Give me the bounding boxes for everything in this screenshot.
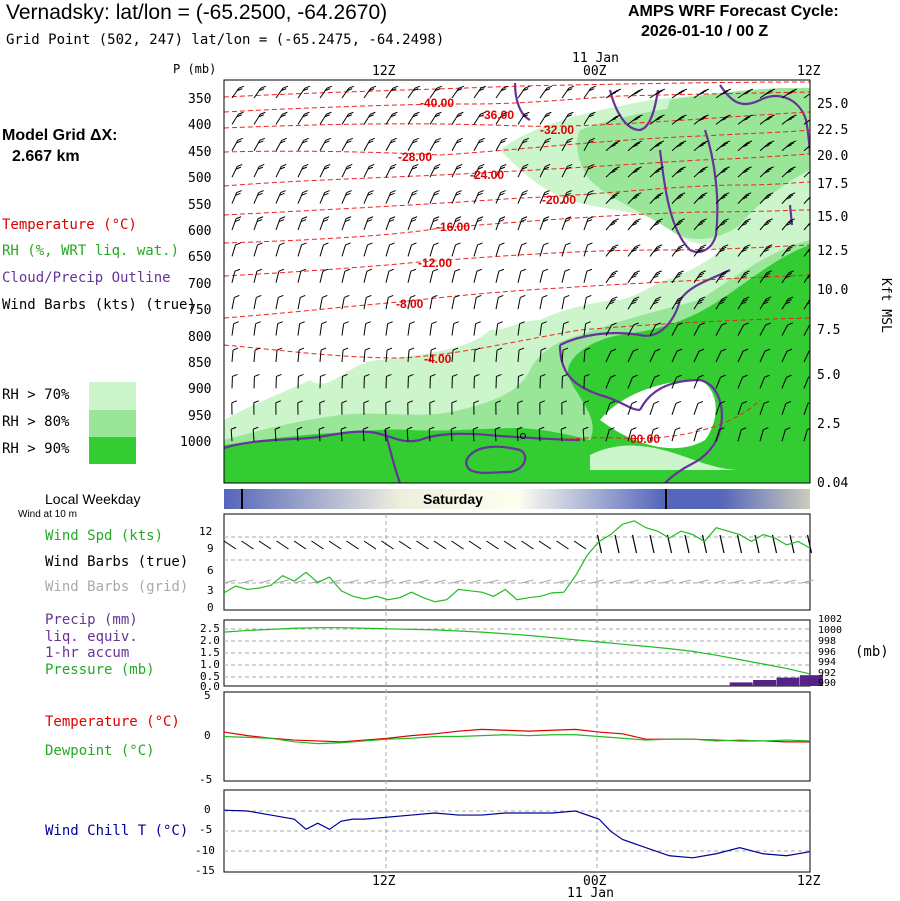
surface-wind-barb bbox=[399, 541, 411, 549]
precip-label: Precip (mm) bbox=[45, 612, 138, 628]
surface-wind-barb bbox=[557, 541, 569, 549]
isotherm-label: -4.00 bbox=[424, 352, 451, 366]
pressure-label: Pressure (mb) bbox=[45, 662, 155, 678]
isotherm-label: 00.00 bbox=[630, 432, 660, 446]
wind-speed-tick: 12 bbox=[199, 525, 212, 538]
surface-wind-barb bbox=[539, 541, 551, 549]
pressure-tick: 1002 bbox=[818, 614, 842, 625]
wind-speed-tick: 6 bbox=[207, 564, 214, 577]
surface-wind-barb bbox=[487, 541, 499, 549]
day-bar bbox=[224, 489, 810, 509]
surface-wind-barb bbox=[469, 541, 481, 549]
windchill-tick: 0 bbox=[204, 803, 211, 816]
wind-panel-frame bbox=[224, 514, 810, 610]
temperature-label: Temperature (°C) bbox=[45, 714, 180, 730]
wind-speed-tick: 9 bbox=[207, 542, 214, 555]
pressure-tick: 990 bbox=[818, 678, 836, 689]
surface-wind-barb bbox=[598, 535, 602, 553]
temperature-tick: 5 bbox=[204, 689, 211, 702]
bottom-time-label: 12Z bbox=[372, 874, 395, 889]
surface-wind-barb bbox=[738, 535, 742, 553]
precip-bar bbox=[777, 678, 800, 686]
pressure-units-label: (mb) bbox=[855, 644, 889, 660]
surface-wind-barb bbox=[277, 541, 289, 549]
wind-barbs-grid-label: Wind Barbs (grid) bbox=[45, 579, 188, 595]
isotherm-label: -8.00 bbox=[396, 297, 423, 311]
wind-speed-tick: 0 bbox=[207, 601, 214, 614]
windchill-tick: -10 bbox=[195, 844, 215, 857]
temperature-tick: 0 bbox=[204, 729, 211, 742]
isotherm-label: -28.00 bbox=[398, 150, 432, 164]
bottom-time-label: 12Z bbox=[797, 874, 820, 889]
pressure-tick: 998 bbox=[818, 636, 836, 647]
dewpoint-line bbox=[224, 735, 810, 744]
windchill-label: Wind Chill T (°C) bbox=[45, 823, 188, 839]
surface-wind-barb bbox=[650, 535, 654, 553]
surface-wind-barb bbox=[522, 541, 534, 549]
precip-bar bbox=[730, 682, 753, 686]
temperature-panel-frame bbox=[224, 692, 810, 781]
wind-barbs-true-label: Wind Barbs (true) bbox=[45, 554, 188, 570]
surface-wind-barb bbox=[242, 541, 254, 549]
surface-wind-barb bbox=[615, 535, 619, 553]
surface-wind-barb bbox=[364, 541, 376, 549]
surface-wind-barb bbox=[452, 541, 464, 549]
surface-wind-barb bbox=[312, 541, 324, 549]
wind-speed-label: Wind Spd (kts) bbox=[45, 528, 163, 544]
pressure-tick: 1000 bbox=[818, 625, 842, 636]
precip-liq-label: liq. equiv. bbox=[45, 629, 138, 645]
isotherm-label: -40.00 bbox=[420, 96, 454, 110]
temperature-tick: -5 bbox=[199, 773, 212, 786]
surface-wind-barb bbox=[329, 541, 341, 549]
windchill-tick: -5 bbox=[199, 823, 212, 836]
isotherm-label: -20.00 bbox=[542, 193, 576, 207]
windchill-tick: -15 bbox=[195, 864, 215, 877]
surface-wind-barb bbox=[434, 541, 446, 549]
wind-height-note: Wind at 10 m bbox=[18, 509, 77, 520]
surface-wind-barb bbox=[382, 541, 394, 549]
surface-wind-barb bbox=[703, 535, 707, 553]
isotherm-label: -36.00 bbox=[480, 108, 514, 122]
isotherm-label: -24.00 bbox=[470, 168, 504, 182]
wind-speed-tick: 3 bbox=[207, 584, 214, 597]
isotherm-label: -16.00 bbox=[436, 220, 470, 234]
surface-wind-barb bbox=[294, 541, 306, 549]
bottom-date-label: 11 Jan bbox=[567, 886, 614, 901]
pressure-line bbox=[224, 628, 810, 674]
surface-wind-barb bbox=[347, 541, 359, 549]
surface-wind-barb bbox=[224, 541, 236, 549]
surface-wind-barb bbox=[633, 535, 637, 553]
isotherm-label: -32.00 bbox=[540, 123, 574, 137]
weekday-label: Saturday bbox=[423, 491, 483, 507]
precip-accum-label: 1-hr accum bbox=[45, 645, 129, 661]
surface-wind-barb bbox=[574, 541, 586, 549]
surface-wind-barb bbox=[259, 541, 271, 549]
pressure-tick: 994 bbox=[818, 657, 836, 668]
surface-wind-barb bbox=[504, 541, 516, 549]
surface-wind-barb bbox=[417, 541, 429, 549]
wind-speed-line bbox=[224, 521, 810, 602]
surface-wind-barb bbox=[720, 535, 724, 553]
surface-wind-barb bbox=[685, 535, 689, 553]
dewpoint-label: Dewpoint (°C) bbox=[45, 743, 155, 759]
isotherm-label: -12.00 bbox=[418, 256, 452, 270]
local-weekday-label: Local Weekday bbox=[45, 491, 140, 507]
precip-bar bbox=[753, 680, 776, 686]
